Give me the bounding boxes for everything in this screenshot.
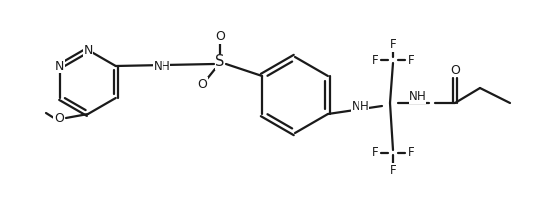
Text: O: O [54,111,64,125]
Text: F: F [408,146,414,160]
Text: F: F [390,38,396,52]
Text: H: H [360,100,368,113]
Text: F: F [371,53,378,67]
Text: H: H [417,90,426,104]
Text: O: O [215,31,225,43]
Text: F: F [408,53,414,67]
Text: O: O [450,63,460,77]
Text: N: N [409,90,418,104]
Text: F: F [390,163,396,177]
Text: H: H [160,59,169,73]
Text: O: O [197,78,207,90]
Text: N: N [55,59,64,73]
Text: N: N [153,59,162,73]
Text: F: F [371,146,378,160]
Text: N: N [83,43,93,57]
Text: S: S [215,54,225,69]
Text: N: N [352,100,360,113]
